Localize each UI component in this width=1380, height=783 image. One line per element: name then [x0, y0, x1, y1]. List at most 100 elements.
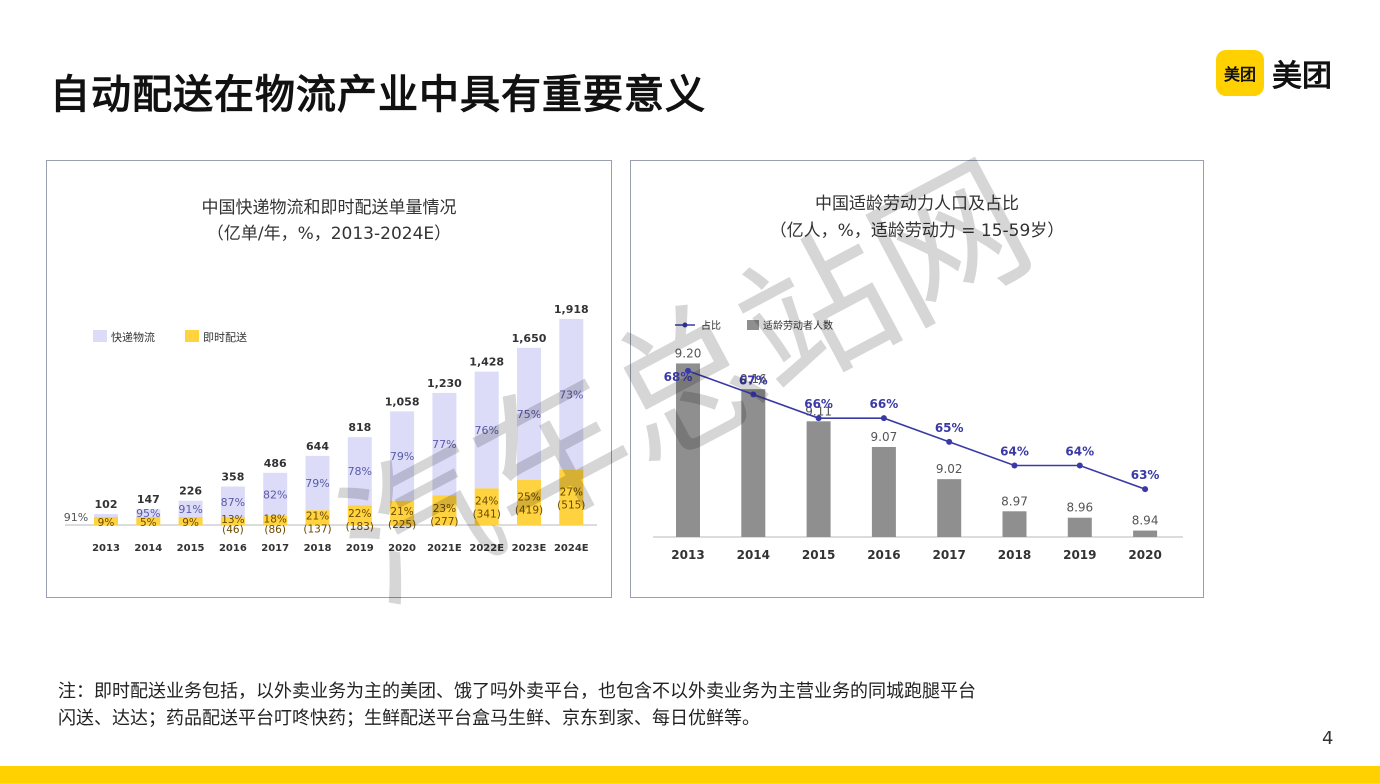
footnote-line-1: 注：即时配送业务包括，以外卖业务为主的美团、饿了吗外卖平台，也包含不以外卖业务为… — [58, 681, 976, 702]
share-point — [1076, 462, 1083, 469]
legend-label-share: 占比 — [701, 319, 721, 332]
total-label: 1,650 — [512, 332, 547, 345]
instant-volume-label: (225) — [388, 519, 416, 531]
instant-share-label: 9% — [98, 517, 115, 529]
category-label: 2015 — [802, 548, 835, 562]
express-bar — [94, 514, 118, 517]
category-label: 2020 — [388, 543, 416, 554]
instant-bar — [305, 510, 330, 525]
share-point — [1011, 462, 1018, 469]
express-share-label: 82% — [263, 488, 287, 501]
total-label: 1,918 — [554, 303, 589, 316]
category-label: 2017 — [261, 543, 289, 554]
instant-share-label: 23% — [433, 503, 456, 515]
instant-volume-label: (86) — [264, 524, 286, 536]
share-label: 64% — [1065, 445, 1094, 459]
instant-bar — [390, 500, 415, 525]
express-share-label: 91% — [178, 503, 202, 516]
category-label: 2021E — [427, 543, 462, 554]
labor-force-chart: 中国适龄劳动力人口及占比 （亿人，%，适龄劳动力 = 15-59岁） 占比 适龄劳动者… — [653, 194, 1183, 562]
share-label: 67% — [739, 374, 768, 388]
instant-volume-label: (515) — [557, 499, 585, 511]
instant-share-label: 13% — [221, 514, 244, 526]
legend-bar-swatch — [747, 320, 759, 330]
labor-value-label: 9.02 — [936, 462, 963, 476]
express-share-label: 78% — [348, 465, 372, 478]
express-share-label: 75% — [517, 408, 541, 421]
total-label: 358 — [221, 471, 244, 484]
instant-bar — [220, 517, 245, 525]
express-bar — [517, 347, 541, 480]
category-label: 2019 — [1063, 548, 1096, 562]
meituan-logo: 美团 美团 — [1216, 50, 1332, 96]
category-label: 2016 — [867, 548, 900, 562]
express-bar — [220, 486, 245, 517]
instant-share-label: 18% — [264, 513, 287, 525]
instant-share-label: 9% — [182, 517, 199, 529]
express-share-label: 87% — [221, 496, 245, 509]
category-label: 2014 — [134, 543, 162, 554]
category-label: 2018 — [998, 548, 1031, 562]
instant-share-label: 21% — [306, 511, 329, 523]
labor-value-label: 9.20 — [675, 346, 702, 360]
labor-bar — [741, 389, 766, 537]
instant-volume-label: (137) — [303, 524, 331, 536]
express-delivery-chart: 中国快递物流和即时配送单量情况 （亿单/年，%，2013-2024E） 快递物流 即时… — [64, 198, 597, 554]
share-point — [685, 367, 691, 374]
express-bar — [178, 500, 203, 517]
category-label: 2013 — [671, 548, 704, 562]
chart-subtitle: （亿人，%，适龄劳动力 = 15-59岁） — [770, 221, 1065, 241]
instant-volume-label: (277) — [430, 516, 458, 528]
express-share-label: 77% — [432, 438, 456, 451]
legend-label-2: 即时配送 — [203, 330, 247, 344]
labor-force-chart-panel: 中国适龄劳动力人口及占比 （亿人，%，适龄劳动力 = 15-59岁） 占比 适龄劳动者… — [630, 160, 1204, 598]
legend-label-1: 快递物流 — [111, 330, 155, 344]
total-label: 486 — [264, 457, 287, 470]
meituan-logo-text: 美团 — [1272, 59, 1332, 94]
meituan-logo-badge: 美团 — [1216, 50, 1264, 96]
instant-bar — [474, 488, 499, 525]
category-label: 2024E — [554, 543, 589, 554]
labor-bar — [676, 363, 700, 537]
instant-share-label: 25% — [517, 491, 540, 503]
labor-value-label: 8.94 — [1132, 514, 1159, 528]
share-point — [880, 415, 887, 422]
total-label: 147 — [137, 493, 160, 506]
share-label: 66% — [804, 397, 833, 411]
instant-volume-label: (183) — [346, 521, 374, 533]
instant-share-label: 21% — [390, 506, 413, 518]
instant-bar — [263, 515, 288, 525]
instant-bar — [136, 517, 161, 525]
share-label: 64% — [1000, 445, 1029, 459]
total-label: 644 — [306, 440, 329, 453]
instant-share-label: 5% — [140, 517, 157, 529]
total-label: 1,230 — [427, 377, 462, 390]
category-label: 2013 — [92, 543, 120, 554]
express-share-label: 76% — [474, 424, 498, 437]
express-share-label: 79% — [390, 450, 414, 463]
page-number: 4 — [1322, 728, 1334, 749]
share-point — [815, 415, 822, 422]
share-point — [946, 438, 953, 445]
express-bar — [136, 509, 161, 517]
labor-value-label: 8.96 — [1066, 501, 1093, 515]
labor-value-label: 9.07 — [871, 430, 898, 444]
slide-title: 自动配送在物流产业中具有重要意义 — [50, 72, 706, 118]
labor-bar — [871, 447, 896, 537]
chart-subtitle: （亿单/年，%，2013-2024E） — [207, 224, 451, 244]
category-label: 2014 — [737, 548, 770, 562]
express-delivery-chart-panel: 中国快递物流和即时配送单量情况 （亿单/年，%，2013-2024E） 快递物流 即时… — [46, 160, 612, 598]
express-bar — [347, 437, 372, 506]
category-label: 2020 — [1128, 548, 1161, 562]
chart-title: 中国快递物流和即时配送单量情况 — [202, 198, 457, 218]
share-label: 68% — [664, 370, 693, 384]
express-bar — [305, 455, 330, 511]
instant-share-label: 24% — [475, 496, 498, 508]
share-line — [687, 370, 1146, 490]
chart-title: 中国适龄劳动力人口及占比 — [815, 194, 1019, 214]
instant-share-label: 27% — [560, 486, 583, 498]
instant-bar — [94, 517, 118, 525]
labor-value-label: 9.16 — [740, 372, 767, 386]
legend-swatch-2 — [185, 330, 199, 342]
express-bar — [559, 319, 584, 470]
